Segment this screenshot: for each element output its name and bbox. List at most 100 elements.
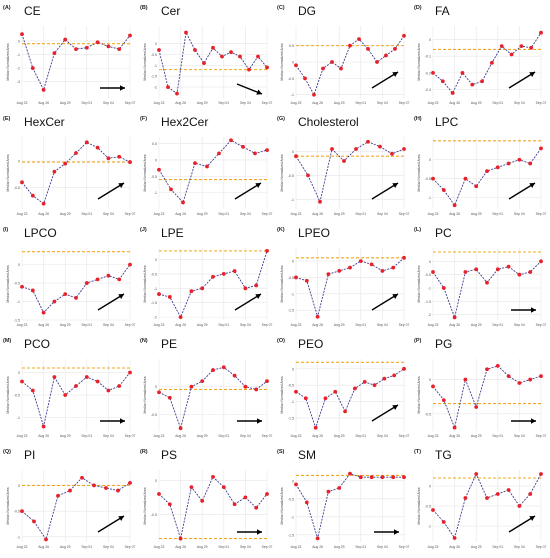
data-point	[167, 295, 172, 299]
data-point	[452, 203, 457, 208]
data-point	[463, 377, 468, 382]
series-line	[21, 264, 131, 314]
y-tick-label: 0	[292, 260, 294, 264]
trend-arrow-head	[255, 183, 261, 189]
chart-svg: (D) FA 0 -0.1 -0.2 -0.3 Median Normalized Area…	[414, 4, 546, 105]
y-tick-label: -1	[291, 93, 294, 97]
data-point	[330, 60, 334, 64]
x-tick-label: Sep 07	[536, 323, 547, 327]
x-tick-label: Aug 29	[60, 434, 71, 438]
data-point	[30, 66, 35, 71]
data-point	[321, 66, 325, 71]
data-point	[337, 269, 342, 273]
y-tick-label: 0	[155, 479, 157, 483]
y-tick-label: 0	[292, 150, 294, 154]
data-point	[229, 50, 233, 55]
x-tick-label: Aug 26	[38, 545, 49, 549]
data-point	[32, 519, 36, 524]
x-tick-label: Aug 26	[175, 545, 186, 549]
data-point	[256, 54, 260, 59]
data-point	[517, 381, 522, 385]
series-line	[295, 473, 404, 541]
data-point	[431, 384, 435, 389]
x-tick-label: Aug 23	[154, 101, 165, 105]
chart-svg: (C) DG 0.5 0 -0.5 -1 Median Normalized Area Aug…	[277, 4, 410, 105]
x-tick-label: Aug 29	[197, 323, 208, 327]
data-point	[166, 85, 170, 89]
data-point	[342, 159, 346, 163]
data-point	[95, 277, 100, 282]
panel-letter: (G)	[277, 116, 285, 122]
panel-peo: (O) PEO 0 -0.5 -1 -1.5 Median Normalized Area A…	[274, 333, 411, 444]
data-point	[221, 272, 226, 276]
x-tick-label: Sep 04	[103, 323, 114, 327]
data-point	[116, 488, 120, 493]
data-point	[380, 475, 385, 480]
x-tick-label: Sep 07	[399, 101, 410, 105]
x-tick-label: Aug 26	[175, 101, 186, 105]
panel-pco: (M) PCO 0 -0.5 -1 Median Normalized Area Aug 2…	[0, 333, 137, 444]
data-point	[63, 161, 68, 166]
y-tick-label: 0.5	[289, 44, 294, 48]
y-tick-label: -2	[428, 313, 431, 317]
y-tick-label: 0	[18, 371, 20, 375]
data-point	[354, 147, 358, 151]
chart-svg: (M) PCO 0 -0.5 -1 Median Normalized Area Aug 2…	[3, 337, 135, 438]
data-point	[294, 482, 298, 487]
data-point	[315, 314, 320, 319]
trend-arrow-head	[392, 183, 398, 189]
data-point	[517, 504, 522, 508]
y-axis-label: Median Normalized Area	[417, 487, 421, 524]
panel-lpe: (J) LPE 0 -0.5 -1 -1.5 -2 Median Normalized Are…	[137, 222, 274, 333]
x-tick-label: Sep 04	[514, 434, 525, 438]
panel-title: PCO	[24, 337, 50, 351]
y-tick-label: 0	[429, 378, 431, 382]
x-tick-label: Sep 04	[514, 323, 525, 327]
chart-svg: (N) PE 0 -0.5 Median Normalized Area Aug 23 Au…	[140, 337, 272, 438]
y-tick-label: 0	[155, 158, 157, 162]
data-point	[452, 536, 457, 540]
x-tick-label: Sep 01	[218, 101, 229, 105]
data-point	[441, 398, 446, 403]
x-tick-label: Sep 01	[492, 212, 503, 216]
panel-dg: (C) DG 0.5 0 -0.5 -1 Median Normalized Area Aug…	[274, 0, 411, 111]
y-tick-label: -0.5	[14, 186, 20, 190]
data-point	[431, 270, 435, 274]
y-tick-label: -1	[17, 300, 20, 304]
data-point	[254, 387, 259, 392]
data-point	[372, 383, 377, 388]
panel-title: LPC	[435, 115, 459, 129]
x-tick-label: Aug 29	[197, 545, 208, 549]
data-point	[20, 32, 24, 37]
y-tick-label: -1	[17, 416, 20, 420]
panel-ce: (A) CE 0 -1 -2 -3 Median Normalized Area Aug 23…	[0, 0, 137, 111]
data-point	[232, 502, 237, 507]
data-point	[175, 91, 179, 96]
data-point	[390, 151, 394, 156]
x-tick-label: Sep 07	[536, 545, 547, 549]
x-tick-label: Sep 04	[240, 212, 251, 216]
chart-svg: (S) SM 0 -0.5 -1 -1.5 Median Normalized Area Au…	[277, 448, 409, 549]
data-point	[52, 299, 57, 304]
data-point	[474, 405, 479, 409]
panel-letter: (L)	[414, 227, 421, 233]
x-tick-label: Aug 23	[291, 545, 302, 549]
data-point	[95, 379, 100, 384]
x-tick-label: Sep 07	[262, 212, 273, 216]
y-axis-label: Median Normalized Area	[143, 265, 147, 302]
x-tick-label: Sep 01	[492, 545, 503, 549]
data-point	[44, 537, 48, 542]
y-tick-label: -0.5	[425, 177, 431, 181]
data-point	[539, 30, 543, 35]
trend-arrow-head	[120, 418, 125, 424]
data-point	[41, 310, 46, 315]
panel-tg: (T) TG 0 -0.5 -1 Median Normalized Area Aug 23…	[411, 444, 548, 555]
y-tick-label: -1.5	[151, 301, 157, 305]
data-point	[366, 139, 370, 144]
data-point	[128, 262, 132, 267]
x-tick-label: Sep 07	[125, 545, 136, 549]
data-point	[243, 384, 248, 389]
panel-letter: (D)	[414, 5, 422, 11]
y-axis-label: Median Normalized Area	[280, 376, 284, 413]
